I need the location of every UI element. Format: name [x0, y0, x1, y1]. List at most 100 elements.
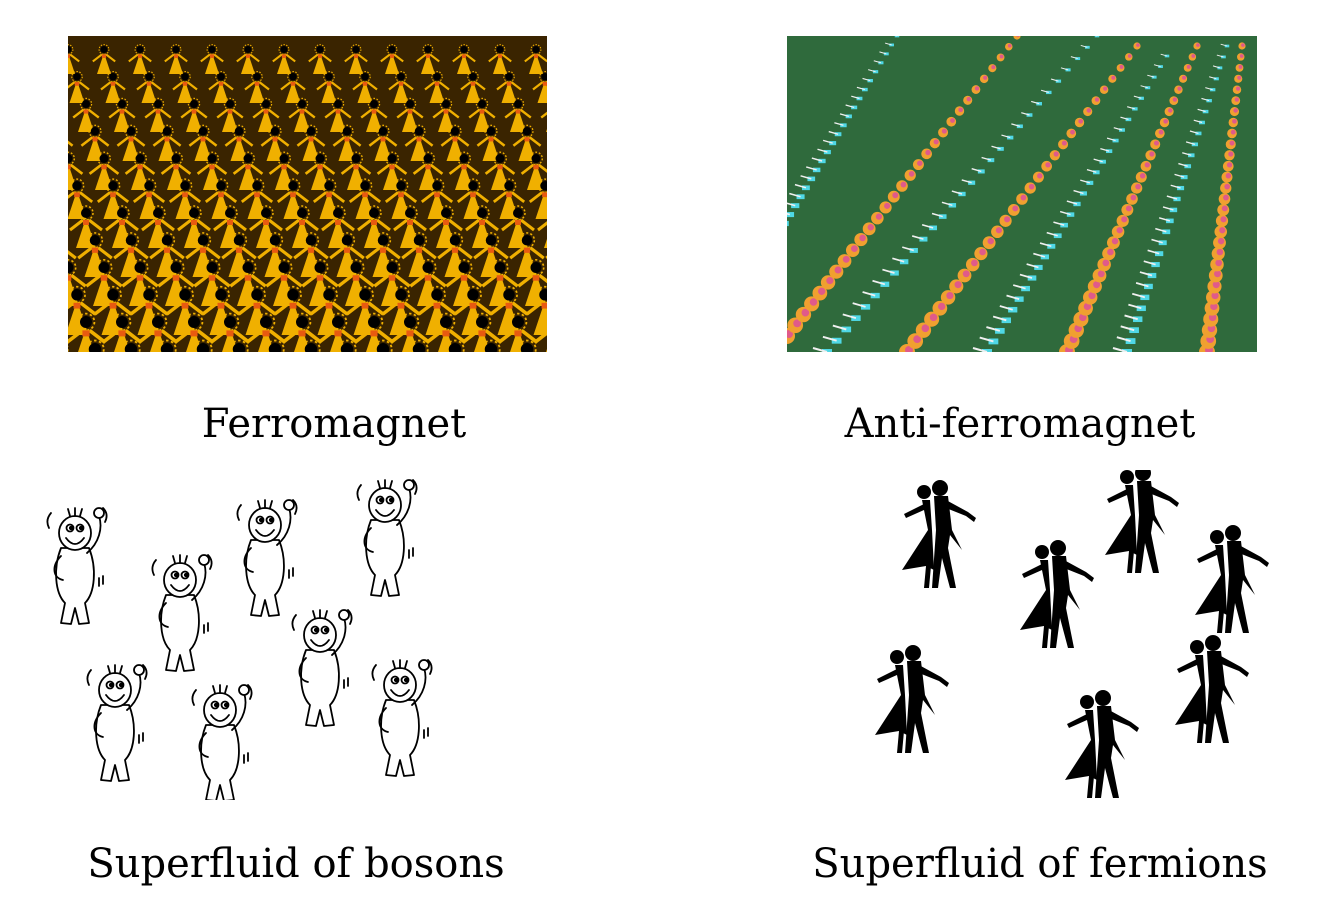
ferro-dancer: [68, 44, 80, 74]
ferro-dancer: [68, 70, 90, 103]
ferro-dancer: [193, 339, 213, 352]
ferro-dancer: [316, 70, 342, 103]
ferro-dancer: [124, 151, 156, 190]
ferro-dancer: [252, 97, 280, 132]
ferro-dancer: [432, 97, 460, 132]
ferro-dancer: [157, 339, 177, 352]
fermions-illustration: [860, 470, 1280, 800]
ferro-dancer: [448, 151, 480, 190]
ferro-dancer: [272, 44, 296, 74]
dancing-couple-icon: [1065, 690, 1139, 798]
ferro-dancer: [229, 339, 249, 352]
ferro-dancer: [528, 178, 547, 220]
ferro-dancer: [260, 124, 290, 161]
ferro-dancer: [265, 339, 285, 352]
cartoon-boson-icon: [356, 479, 418, 597]
ferro-dancer: [185, 232, 221, 277]
antiferromagnet-photo: [787, 36, 1257, 352]
ferro-dancer: [164, 44, 188, 74]
ferromagnet-photo: [68, 36, 547, 352]
cartoon-boson-icon: [46, 507, 108, 625]
ferro-dancer: [409, 339, 429, 352]
ferro-dancer: [416, 44, 440, 74]
ferro-dancer: [388, 70, 414, 103]
afm-line-pink: [787, 36, 1021, 344]
ferro-dancer: [344, 44, 368, 74]
ferro-dancer: [121, 339, 141, 352]
ferro-dancer: [424, 70, 450, 103]
ferro-dancer: [476, 124, 506, 161]
ferro-dancer: [380, 44, 404, 74]
ferro-dancer: [280, 70, 306, 103]
ferromagnet-caption: Ferromagnet: [201, 401, 467, 447]
ferro-dancer: [301, 339, 321, 352]
dancing-couple-icon: [1195, 525, 1269, 633]
ferro-dancer: [196, 151, 228, 190]
dancing-couple-icon: [1175, 635, 1249, 743]
ferro-dancer: [172, 70, 198, 103]
cartoon-boson-icon: [291, 609, 353, 727]
ferro-dancer: [352, 70, 378, 103]
cartoon-boson-icon: [151, 554, 213, 672]
ferro-dancer: [440, 124, 470, 161]
ferro-dancer: [180, 97, 208, 132]
ferro-dancer: [368, 124, 398, 161]
ferro-dancer: [353, 312, 395, 352]
ferro-dancer: [85, 339, 105, 352]
ferro-dancer: [100, 70, 126, 103]
ferro-dancer: [409, 258, 447, 306]
ferro-dancer: [216, 97, 244, 132]
afm-line-cyan: [1112, 43, 1230, 352]
ferro-dancer: [236, 44, 260, 74]
ferro-dancer: [376, 151, 408, 190]
ferro-dancer: [144, 97, 172, 132]
cartoon-boson-icon: [191, 684, 253, 800]
ferro-dancer: [72, 97, 100, 132]
ferro-dancer: [360, 97, 388, 132]
dancing-couple-icon: [1020, 540, 1094, 648]
ferro-dancer: [232, 151, 264, 190]
antiferromagnet-caption: Anti-ferromagnet: [844, 401, 1196, 447]
ferro-dancer: [488, 44, 512, 74]
ferro-dancer: [412, 151, 444, 190]
ferro-dancer: [525, 285, 547, 335]
ferro-dancer: [308, 44, 332, 74]
bosons-caption: Superfluid of bosons: [87, 841, 505, 887]
ferro-dancer: [229, 258, 267, 306]
ferro-dancer: [496, 70, 522, 103]
ferro-dancer: [128, 44, 152, 74]
ferro-dancer: [160, 151, 192, 190]
afm-line-cyan: [812, 36, 1100, 352]
fermions-caption: Superfluid of fermions: [812, 841, 1268, 887]
ferro-dancer: [88, 151, 120, 190]
ferro-dancer: [460, 70, 486, 103]
afm-line-pink: [1199, 42, 1246, 352]
ferro-dancer: [288, 97, 316, 132]
ferro-dancer: [517, 339, 537, 352]
dancing-couple-icon: [1105, 470, 1179, 573]
ferro-dancer: [268, 151, 300, 190]
ferro-dancer: [520, 151, 547, 190]
ferro-dancer: [188, 124, 218, 161]
dancing-couple-icon: [875, 645, 949, 753]
ferro-dancer: [324, 97, 352, 132]
bosons-illustration: [30, 470, 460, 800]
ferro-dancer: [404, 124, 434, 161]
ferro-dancer: [481, 339, 501, 352]
ferro-dancer: [532, 70, 547, 103]
ferro-dancer: [200, 44, 224, 74]
ferro-dancer: [445, 339, 465, 352]
ferro-dancer: [396, 97, 424, 132]
ferro-dancer: [208, 70, 234, 103]
ferro-dancer: [540, 111, 547, 132]
ferro-dancer: [68, 140, 74, 147]
ferro-dancer: [373, 339, 393, 352]
ferro-dancer: [108, 97, 136, 132]
cartoon-boson-icon: [86, 664, 148, 782]
dancing-couple-icon: [902, 480, 976, 588]
ferro-dancer: [468, 97, 496, 132]
ferro-dancer: [136, 70, 162, 103]
afm-line-cyan: [972, 53, 1170, 352]
cartoon-boson-icon: [236, 499, 298, 617]
afm-line-cyan: [787, 36, 900, 227]
